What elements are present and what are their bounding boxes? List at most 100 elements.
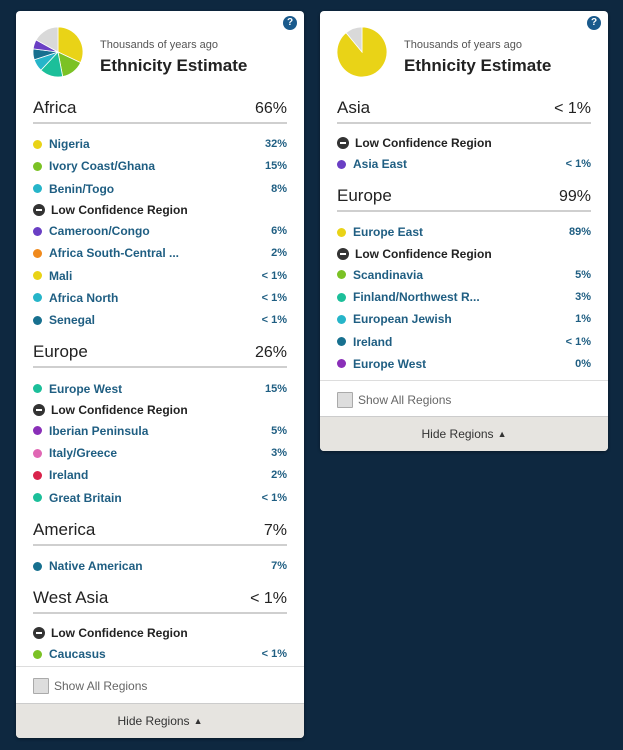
region-row-name[interactable]: Scandinavia [337, 268, 423, 282]
region-row[interactable]: Iberian Peninsula 5% [33, 420, 287, 442]
hide-regions-button[interactable]: Hide Regions ▲ [16, 703, 304, 738]
region-row-label[interactable]: Caucasus [49, 647, 106, 662]
region-row[interactable]: Cameroon/Congo 6% [33, 220, 287, 242]
region-row[interactable]: Native American 7% [33, 555, 287, 577]
region-row[interactable]: Africa South-Central ... 2% [33, 242, 287, 264]
region-row-label[interactable]: Ireland [49, 468, 89, 483]
region-row-percent: 7% [271, 560, 287, 572]
low-confidence-header: Low Confidence Region [33, 400, 287, 420]
region-row-name[interactable]: Benin/Togo [33, 182, 114, 196]
region-row[interactable]: Africa North < 1% [33, 287, 287, 309]
region-row[interactable]: Scandinavia 5% [337, 264, 591, 286]
region-row-label[interactable]: Finland/Northwest R... [353, 290, 480, 305]
region-row-name[interactable]: Ivory Coast/Ghana [33, 159, 155, 173]
region-row[interactable]: Mali < 1% [33, 264, 287, 286]
color-dot-icon [33, 470, 42, 480]
region-row[interactable]: Europe East 89% [337, 221, 591, 243]
region-row-label[interactable]: Mali [49, 268, 73, 283]
region-row-percent: 0% [575, 357, 591, 370]
region-row[interactable]: Senegal < 1% [33, 309, 287, 331]
region-row-name[interactable]: Ireland [337, 335, 392, 349]
region-row-label[interactable]: Nigeria [49, 137, 90, 152]
region-row-label[interactable]: Cameroon/Congo [49, 224, 150, 239]
region-row[interactable]: Italy/Greece 3% [33, 442, 287, 464]
region-row-label[interactable]: Great Britain [49, 490, 122, 505]
region-row-name[interactable]: Senegal [33, 313, 95, 327]
region-row-name[interactable]: Europe East [337, 225, 423, 239]
region-row-name[interactable]: Native American [33, 559, 143, 573]
region-row-name[interactable]: Great Britain [33, 491, 122, 505]
region-row-label[interactable]: Benin/Togo [49, 181, 115, 196]
region-row[interactable]: Asia East < 1% [337, 153, 591, 175]
region-row-name[interactable]: Nigeria [33, 137, 90, 151]
region-row-name[interactable]: Africa North [33, 291, 118, 305]
color-dot-icon [33, 161, 42, 171]
region-row-label[interactable]: Iberian Peninsula [49, 423, 149, 438]
show-all-label: Show All Regions [54, 678, 148, 693]
hide-regions-button[interactable]: Hide Regions ▲ [320, 416, 608, 451]
region-row[interactable]: Ivory Coast/Ghana 15% [33, 155, 287, 177]
region-row-name[interactable]: Iberian Peninsula [33, 424, 148, 438]
region-row-label[interactable]: Europe West [353, 356, 427, 371]
region-row-name[interactable]: Ireland [33, 468, 88, 482]
region-row-name[interactable]: Finland/Northwest R... [337, 290, 480, 304]
region-row-name[interactable]: Europe West [337, 357, 426, 371]
hide-regions-label: Hide Regions [117, 714, 190, 728]
region-row-label[interactable]: European Jewish [353, 312, 452, 327]
region-row[interactable]: Nigeria 32% [33, 133, 287, 155]
show-all-regions-toggle[interactable]: Show All Regions [320, 380, 608, 418]
minus-circle-icon [33, 203, 45, 216]
color-dot-icon [33, 226, 42, 236]
region-row-label[interactable]: Europe West [49, 381, 123, 396]
region-row-label[interactable]: Native American [49, 559, 143, 573]
region-row-label[interactable]: Africa South-Central ... [49, 246, 180, 261]
region-row-label[interactable]: Ireland [353, 334, 393, 349]
ethnicity-card-1: ? Thousands of years ago Ethnicity Estim… [16, 11, 304, 738]
region-row[interactable]: Great Britain < 1% [33, 487, 287, 509]
show-all-checkbox[interactable] [33, 677, 49, 694]
show-all-regions-toggle[interactable]: Show All Regions [16, 666, 304, 704]
region-row-label[interactable]: Asia East [353, 157, 408, 172]
region-header: America 7% [33, 517, 287, 546]
chevron-up-icon: ▲ [193, 716, 203, 726]
region-row[interactable]: European Jewish 1% [337, 308, 591, 330]
region-header: Asia < 1% [337, 95, 591, 124]
help-icon[interactable]: ? [283, 16, 297, 30]
region-row[interactable]: Ireland 2% [33, 464, 287, 486]
region-row[interactable]: Caucasus < 1% [33, 643, 287, 665]
region-header: Europe 99% [337, 183, 591, 213]
low-confidence-label: Low Confidence Region [51, 402, 188, 417]
region-row[interactable]: Benin/Togo 8% [33, 178, 287, 200]
low-confidence-label: Low Confidence Region [51, 626, 188, 641]
region-row[interactable]: Europe West 15% [33, 377, 287, 399]
region-row-name[interactable]: Africa South-Central ... [33, 246, 179, 260]
region-row[interactable]: Finland/Northwest R... 3% [337, 286, 591, 308]
color-dot-icon [33, 426, 42, 436]
region-row-name[interactable]: Mali [33, 269, 72, 283]
region-row-label[interactable]: Ivory Coast/Ghana [49, 159, 156, 174]
color-dot-icon [33, 315, 42, 325]
region-name: Europe [33, 342, 88, 362]
region-row-label[interactable]: Scandinavia [353, 267, 424, 282]
color-dot-icon [33, 493, 42, 503]
region-row-name[interactable]: Cameroon/Congo [33, 224, 150, 238]
region-name: Europe [337, 186, 392, 206]
color-dot-icon [33, 139, 42, 149]
region-row-label[interactable]: Italy/Greece [49, 446, 118, 461]
show-all-checkbox[interactable] [337, 391, 353, 408]
region-row-name[interactable]: European Jewish [337, 312, 452, 326]
region-row-name[interactable]: Europe West [33, 382, 122, 396]
region-row-label[interactable]: Africa North [49, 290, 119, 305]
color-dot-icon [33, 561, 42, 571]
color-dot-icon [337, 337, 346, 347]
region-row[interactable]: Ireland < 1% [337, 330, 591, 352]
help-icon[interactable]: ? [587, 16, 601, 30]
region-row-name[interactable]: Italy/Greece [33, 446, 117, 460]
region-row-name[interactable]: Caucasus [33, 647, 106, 661]
region-row-label[interactable]: Europe East [353, 225, 424, 240]
region-row-name[interactable]: Asia East [337, 157, 407, 171]
chevron-up-icon: ▲ [497, 429, 507, 439]
region-row-label[interactable]: Senegal [49, 313, 96, 328]
region-row[interactable]: Europe West 0% [337, 353, 591, 375]
low-confidence-header: Low Confidence Region [33, 200, 287, 220]
